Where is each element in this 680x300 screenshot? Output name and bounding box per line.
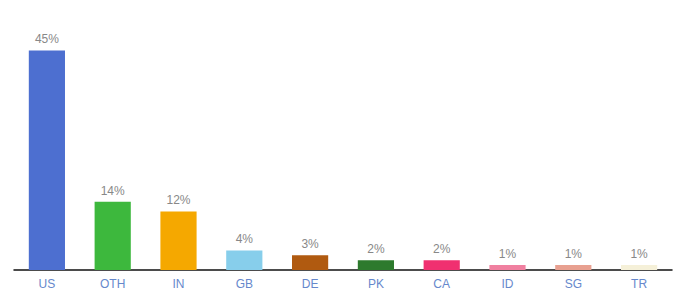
svg-text:12%: 12%	[166, 193, 190, 207]
svg-text:2%: 2%	[367, 242, 385, 256]
svg-text:SG: SG	[565, 277, 582, 291]
svg-text:1%: 1%	[630, 247, 648, 261]
svg-text:3%: 3%	[301, 237, 319, 251]
svg-text:PK: PK	[368, 277, 384, 291]
svg-text:OTH: OTH	[100, 277, 125, 291]
svg-text:US: US	[39, 277, 56, 291]
svg-text:GB: GB	[236, 277, 253, 291]
svg-text:45%: 45%	[35, 32, 59, 46]
svg-text:1%: 1%	[565, 247, 583, 261]
svg-text:TR: TR	[631, 277, 647, 291]
svg-text:1%: 1%	[499, 247, 517, 261]
svg-text:2%: 2%	[433, 242, 451, 256]
svg-text:ID: ID	[502, 277, 514, 291]
svg-text:14%: 14%	[101, 184, 125, 198]
svg-text:IN: IN	[173, 277, 185, 291]
svg-text:CA: CA	[433, 277, 450, 291]
svg-text:4%: 4%	[236, 232, 254, 246]
svg-text:DE: DE	[302, 277, 319, 291]
